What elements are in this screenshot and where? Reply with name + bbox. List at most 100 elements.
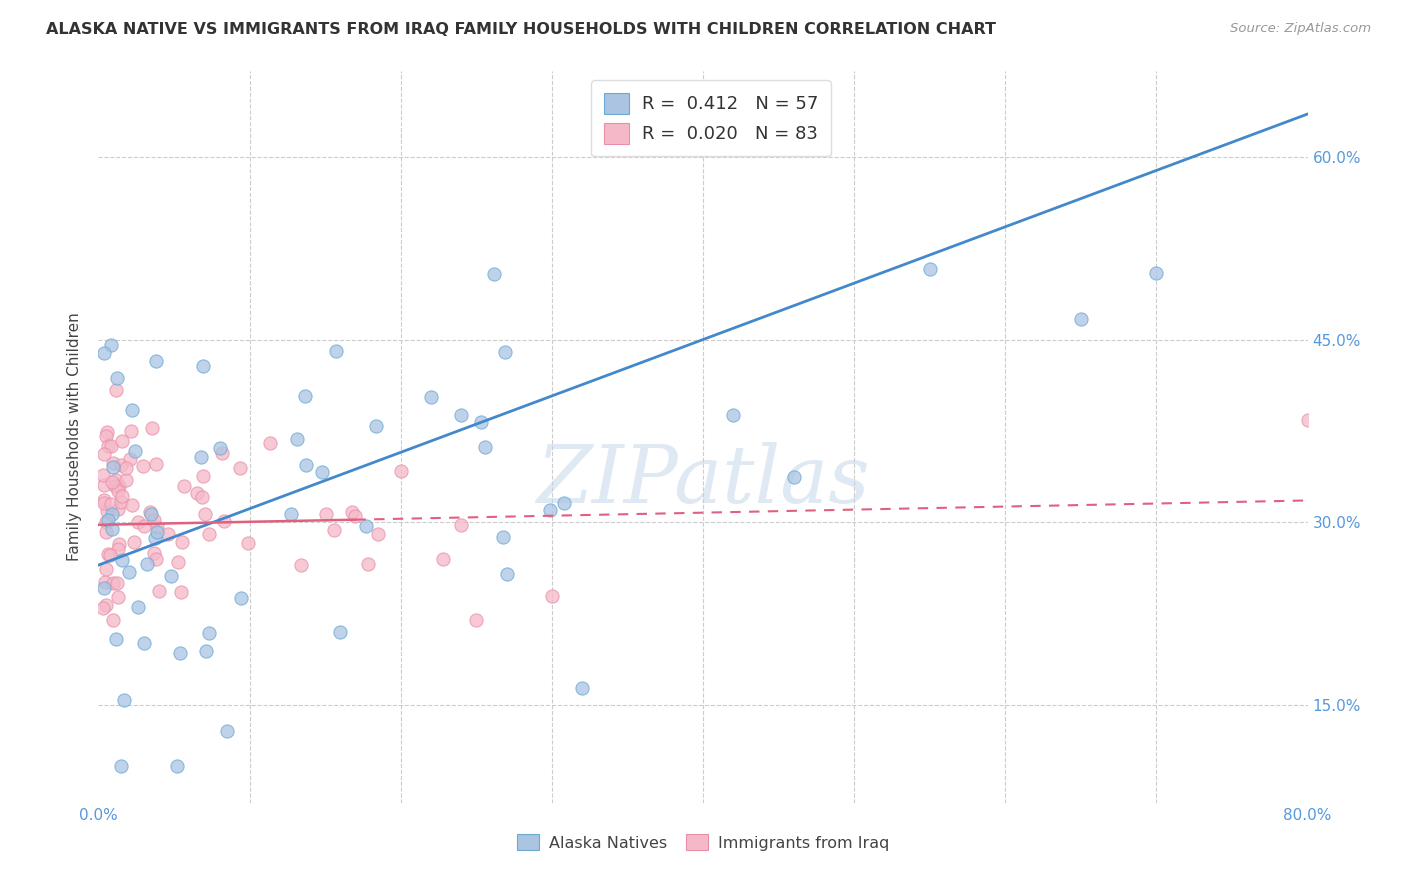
Point (146, 524, 169, 539)
Point (101, 475, 124, 489)
Point (93, 447, 115, 461)
Point (450, 408, 472, 422)
Point (111, 434, 134, 448)
Point (357, 558, 380, 572)
Point (115, 473, 138, 487)
Point (105, 473, 128, 487)
Point (111, 489, 134, 503)
Point (127, 600, 149, 615)
Point (236, 536, 259, 550)
Point (143, 513, 166, 527)
Point (170, 584, 193, 599)
Point (101, 522, 124, 536)
Point (141, 508, 163, 522)
Point (494, 345, 516, 359)
Point (212, 514, 235, 528)
Point (354, 519, 377, 533)
Point (432, 552, 454, 566)
Point (367, 527, 389, 541)
Point (197, 626, 219, 640)
Point (93, 581, 115, 595)
Point (132, 458, 155, 473)
Point (122, 535, 145, 549)
Point (172, 535, 194, 549)
Point (420, 390, 443, 404)
Point (329, 625, 352, 640)
Point (148, 584, 170, 599)
Point (94, 429, 117, 443)
Point (104, 479, 127, 493)
Point (229, 460, 252, 475)
Point (114, 461, 136, 475)
Point (112, 693, 135, 707)
Point (91, 468, 114, 483)
Point (141, 421, 163, 435)
Point (160, 569, 183, 583)
Point (295, 458, 318, 472)
Point (142, 546, 165, 560)
Point (118, 566, 141, 580)
Point (538, 502, 561, 516)
Point (127, 516, 149, 530)
Point (194, 507, 217, 521)
Point (231, 591, 253, 605)
Point (450, 518, 472, 533)
Point (135, 557, 157, 571)
Point (94, 515, 117, 529)
Point (156, 527, 179, 541)
Point (344, 508, 367, 523)
Point (107, 576, 129, 591)
Point (93, 496, 115, 510)
Point (97, 547, 120, 561)
Point (571, 681, 593, 696)
Point (107, 541, 129, 556)
Point (108, 479, 131, 493)
Point (94, 598, 117, 612)
Point (101, 613, 124, 627)
Point (1070, 312, 1092, 326)
Point (98, 548, 121, 562)
Point (290, 558, 312, 572)
Point (145, 353, 167, 368)
Point (470, 415, 492, 429)
Point (553, 496, 575, 510)
Point (120, 424, 142, 438)
Point (120, 452, 142, 467)
Point (124, 443, 146, 458)
Point (495, 566, 517, 581)
Point (93, 345, 115, 359)
Point (110, 495, 132, 509)
Point (145, 531, 167, 545)
Point (191, 469, 214, 483)
Point (198, 527, 221, 541)
Point (94, 574, 117, 589)
Point (208, 442, 231, 456)
Point (97, 513, 120, 527)
Legend: Alaska Natives, Immigrants from Iraq: Alaska Natives, Immigrants from Iraq (510, 828, 896, 857)
Point (474, 440, 496, 454)
Point (315, 508, 337, 522)
Point (94, 562, 117, 576)
Point (100, 338, 122, 352)
Point (190, 450, 212, 464)
Text: ZIPatlas: ZIPatlas (536, 442, 870, 520)
Text: Source: ZipAtlas.com: Source: ZipAtlas.com (1230, 22, 1371, 36)
Point (285, 432, 308, 446)
Point (105, 479, 128, 493)
Point (783, 470, 806, 484)
Point (145, 458, 167, 472)
Point (108, 536, 131, 550)
Point (193, 359, 215, 373)
Point (186, 486, 208, 500)
Point (93, 492, 115, 507)
Point (169, 646, 191, 660)
Point (173, 479, 195, 493)
Point (465, 613, 488, 627)
Point (111, 552, 134, 566)
Point (121, 402, 143, 417)
Point (110, 458, 132, 472)
Point (96, 425, 118, 439)
Point (540, 589, 562, 603)
Point (134, 519, 156, 533)
Point (107, 502, 129, 516)
